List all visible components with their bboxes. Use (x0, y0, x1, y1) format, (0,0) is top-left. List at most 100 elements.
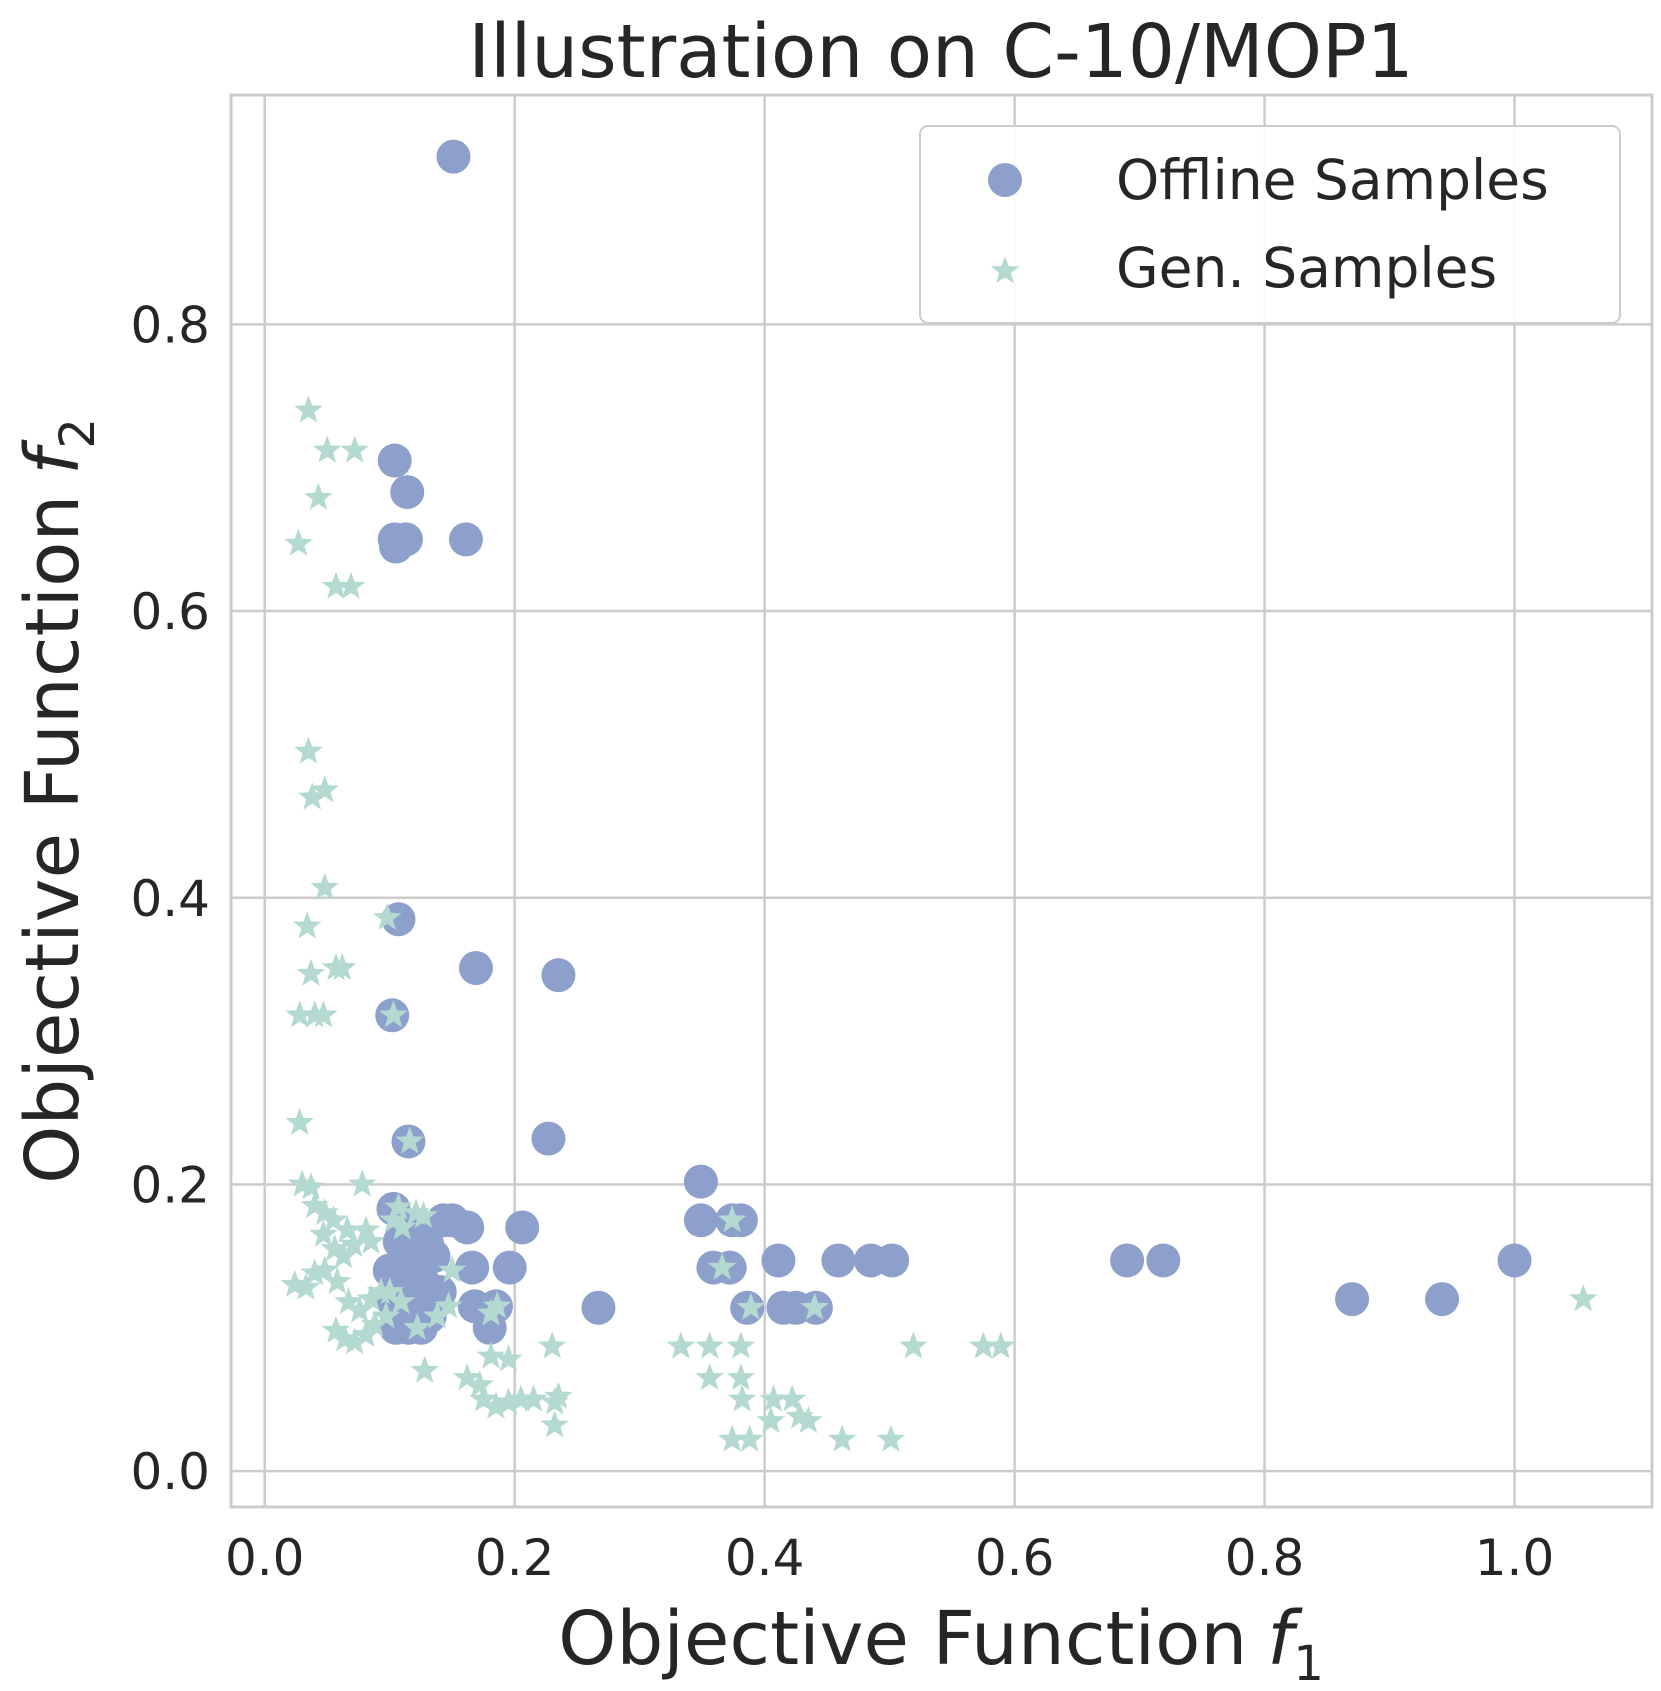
gen-sample-point (540, 1410, 569, 1438)
gen-sample-point (437, 1255, 467, 1283)
offline-sample-point (875, 1243, 910, 1278)
gen-sample-point (340, 1327, 369, 1355)
offline-sample-point (761, 1243, 796, 1278)
gen-sample-point (300, 1258, 329, 1286)
gen-sample-point (293, 911, 322, 939)
gen-sample-point (294, 736, 323, 764)
x-axis-subscript: 1 (1293, 1636, 1324, 1691)
gen-sample-point (735, 1424, 764, 1452)
offline-sample-point (1425, 1282, 1460, 1317)
offline-sample-point (683, 1203, 718, 1238)
x-axis-title-text: Objective Function (558, 1596, 1247, 1682)
gen-sample-point (296, 958, 326, 986)
gen-sample-point (356, 1226, 386, 1254)
x-tick-label: 0.8 (1225, 1529, 1305, 1587)
gen-sample-point (476, 1341, 506, 1369)
gen-sample-point (334, 1287, 363, 1315)
gen-sample-point (309, 1000, 338, 1028)
offline-sample-point (531, 1121, 566, 1156)
gen-sample-point (494, 1344, 523, 1372)
offline-sample-point (378, 529, 413, 564)
gen-sample-point (386, 1287, 416, 1315)
gen-sample-point (506, 1384, 536, 1412)
legend-offline-label: Offline Samples (1116, 148, 1549, 212)
y-axis-title: Objective Functionf2 (10, 418, 106, 1184)
legend: Offline Samples Gen. Samples (919, 125, 1621, 324)
offline-sample-point (1146, 1243, 1181, 1278)
gen-sample-point (304, 482, 333, 510)
gen-sample-point (403, 1312, 432, 1340)
gen-sample-point (310, 1198, 339, 1226)
legend-gen-marker (990, 256, 1020, 284)
offline-sample-point (458, 951, 493, 986)
gen-sample-point (351, 1320, 381, 1348)
gen-sample-point (422, 1301, 452, 1329)
offline-sample-point (377, 443, 412, 478)
y-tick-label: 0.0 (130, 1443, 210, 1501)
offline-sample-point (505, 1210, 540, 1245)
gen-sample-point (1569, 1284, 1598, 1312)
gen-sample-point (285, 1107, 314, 1135)
gen-sample-point (410, 1355, 439, 1383)
gen-sample-point (360, 1309, 389, 1338)
x-tick-label: 0.6 (975, 1529, 1055, 1587)
gen-sample-point (298, 782, 327, 810)
tick-labels: 0.0 0.2 0.4 0.6 0.8 1.0 0.0 0.2 0.4 0.6 0.8 (130, 296, 1554, 1587)
legend-offline-marker (988, 163, 1022, 197)
y-tick-label: 0.4 (130, 870, 210, 928)
gen-sample-point (469, 1384, 498, 1412)
offline-sample-point (581, 1290, 616, 1325)
gen-sample-point (395, 1126, 424, 1154)
gen-sample-point (726, 1331, 756, 1359)
offline-sample-point (450, 1210, 485, 1245)
x-tick-label: 0.4 (725, 1529, 805, 1587)
gen-sample-point (313, 435, 342, 463)
legend-box (919, 125, 1621, 324)
gen-sample-point (310, 775, 339, 803)
gen-sample-point (373, 902, 402, 930)
gen-sample-point (409, 1201, 438, 1229)
gen-sample-point (285, 1000, 314, 1028)
gen-sample-point (777, 1384, 807, 1412)
y-tick-label: 0.2 (130, 1156, 210, 1214)
gen-sample-point (717, 1424, 747, 1452)
gen-sample-point (351, 1215, 381, 1243)
gen-sample-point (695, 1331, 724, 1359)
gen-sample-point (388, 1212, 417, 1240)
offline-sample-point (436, 139, 471, 174)
gen-sample-point (321, 1315, 351, 1343)
gen-sample-point (785, 1401, 814, 1429)
x-tick-label: 1.0 (1475, 1529, 1555, 1587)
offline-sample-point (416, 1239, 451, 1274)
legend-gen-label: Gen. Samples (1116, 236, 1497, 300)
gen-sample-point (756, 1406, 786, 1434)
gen-sample-point (340, 435, 369, 463)
gen-sample-point (371, 1301, 401, 1329)
gen-sample-point (379, 1205, 408, 1233)
gen-sample-point (759, 1384, 788, 1412)
gen-sample-point (328, 953, 357, 981)
gen-sample-point (336, 571, 366, 599)
offline-sample-point (455, 1250, 490, 1285)
gen-sample-point (519, 1384, 548, 1412)
gen-sample-point (320, 1234, 349, 1262)
gen-sample-point (384, 1192, 413, 1220)
y-axis-subscript: 2 (50, 418, 106, 449)
gen-sample-point (986, 1331, 1016, 1359)
chart-title: Illustration on C-10/MOP1 (468, 9, 1413, 95)
gen-sample-point (827, 1424, 857, 1452)
gen-sample-point (794, 1406, 823, 1434)
x-tick-label: 0.2 (475, 1529, 555, 1587)
gen-sample-point (294, 395, 323, 423)
x-tick-label: 0.0 (225, 1529, 305, 1587)
gen-sample-point (309, 1219, 338, 1247)
offline-sample-point (683, 1164, 718, 1199)
offline-sample-point (492, 1250, 527, 1285)
offline-sample-point (448, 522, 483, 557)
offline-sample-point (1110, 1243, 1145, 1278)
gen-sample-point (707, 1252, 737, 1280)
gen-sample-point (321, 571, 351, 599)
gen-sample-point (452, 1363, 482, 1391)
data-points (280, 139, 1598, 1452)
